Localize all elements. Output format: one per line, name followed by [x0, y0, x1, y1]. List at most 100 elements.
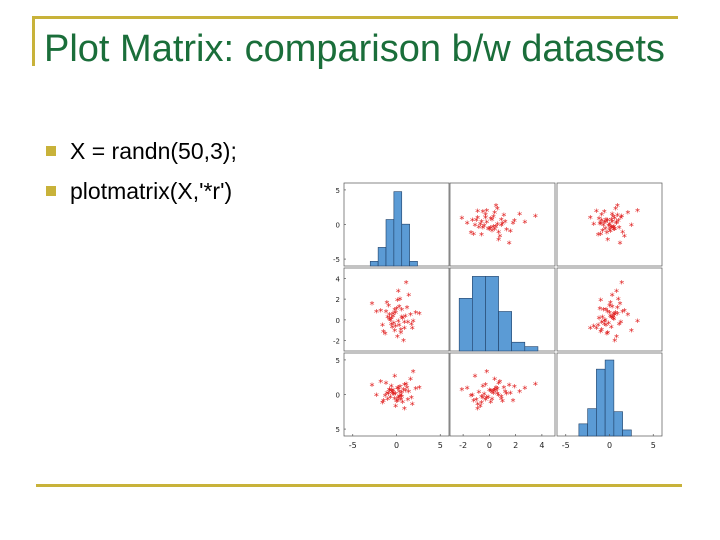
- y-tick-label: 0: [336, 222, 340, 230]
- scatter-point: *: [598, 328, 603, 339]
- histogram-bar: [524, 346, 539, 352]
- scatter-point: *: [604, 330, 609, 341]
- scatter-point: *: [629, 327, 634, 338]
- scatter-point: *: [389, 314, 394, 325]
- scatter-point: *: [404, 279, 409, 290]
- scatter-point: *: [598, 219, 603, 230]
- scatter-point: *: [611, 226, 616, 237]
- scatter-point: *: [405, 384, 410, 395]
- scatter-point: *: [396, 394, 401, 405]
- scatter-point: *: [493, 384, 498, 395]
- scatter-point: *: [402, 405, 407, 416]
- scatter-point: *: [507, 382, 512, 393]
- top-rule: [32, 16, 678, 19]
- scatter-point: *: [381, 328, 386, 339]
- scatter-point: *: [399, 313, 404, 324]
- scatter-point: *: [601, 306, 606, 317]
- scatter-point: *: [533, 212, 538, 223]
- scatter-point: *: [501, 384, 506, 395]
- scatter-point: *: [470, 217, 475, 228]
- scatter-point: *: [459, 386, 464, 397]
- scatter-point: *: [409, 394, 414, 405]
- scatter-point: *: [618, 300, 623, 311]
- scatter-point: *: [619, 279, 624, 290]
- scatter-point: *: [604, 218, 609, 229]
- scatter-point: *: [475, 208, 480, 219]
- scatter-point: *: [484, 368, 489, 379]
- y-tick-label: 4: [336, 275, 341, 283]
- scatter-point: *: [602, 208, 607, 219]
- scatter-point: *: [400, 314, 405, 325]
- scatter-point: *: [609, 313, 614, 324]
- scatter-point: *: [499, 216, 504, 227]
- scatter-point: *: [504, 390, 509, 401]
- scatter-point: *: [588, 214, 593, 225]
- scatter-point: *: [616, 217, 621, 228]
- scatter-point: *: [413, 385, 418, 396]
- scatter-point: *: [611, 310, 616, 321]
- y-tick-label: 5: [336, 187, 340, 195]
- scatter-point: *: [479, 393, 484, 404]
- scatter-point: *: [478, 221, 483, 232]
- scatter-point: *: [635, 317, 640, 328]
- scatter-point: *: [491, 387, 496, 398]
- scatter-point: *: [606, 320, 611, 331]
- x-tick-label: 0: [394, 441, 399, 450]
- scatter-point: *: [615, 304, 620, 315]
- scatter-point: *: [610, 292, 615, 303]
- scatter-point: *: [472, 221, 477, 232]
- scatter-point: *: [411, 368, 416, 379]
- scatter-point: *: [484, 207, 489, 218]
- scatter-point: *: [612, 337, 617, 348]
- scatter-point: *: [388, 393, 393, 404]
- scatter-point: *: [405, 304, 410, 315]
- scatter-point: *: [384, 308, 389, 319]
- scatter-point: *: [602, 317, 607, 328]
- scatter-point: *: [618, 318, 623, 329]
- scatter-point: *: [622, 307, 627, 318]
- scatter-point: *: [390, 389, 395, 400]
- scatter-point: *: [396, 384, 401, 395]
- scatter-point: *: [406, 388, 411, 399]
- scatter-point: *: [625, 311, 630, 322]
- scatter-point: *: [511, 219, 516, 230]
- scatter-point: *: [608, 312, 613, 323]
- scatter-point: *: [402, 325, 407, 336]
- scatter-point: *: [495, 221, 500, 232]
- y-tick-label: 5: [336, 426, 340, 434]
- scatter-point: *: [605, 217, 610, 228]
- scatter-point: *: [469, 229, 474, 240]
- scatter-point: *: [381, 397, 386, 408]
- histogram-bar: [377, 247, 387, 267]
- scatter-point: *: [393, 323, 398, 334]
- scatter-point: *: [483, 396, 488, 407]
- scatter-point: *: [378, 307, 383, 318]
- scatter-point: *: [387, 311, 392, 322]
- scatter-point: *: [496, 391, 501, 402]
- scatter-point: *: [387, 387, 392, 398]
- scatter-point: *: [391, 320, 396, 331]
- scatter-point: *: [490, 396, 495, 407]
- scatter-point: *: [607, 221, 612, 232]
- histogram-bar: [409, 261, 418, 267]
- x-tick-label: 2: [513, 441, 518, 450]
- scatter-point: *: [491, 213, 496, 224]
- scatter-point: *: [370, 382, 375, 393]
- scatter-point: *: [402, 381, 407, 392]
- scatter-point: *: [533, 380, 538, 391]
- scatter-point: *: [615, 202, 620, 213]
- histogram-bar: [604, 359, 615, 437]
- scatter-point: *: [618, 214, 623, 225]
- scatter-point: *: [503, 388, 508, 399]
- scatter-point: *: [611, 314, 616, 325]
- scatter-point: *: [395, 397, 400, 408]
- scatter-point: *: [488, 387, 493, 398]
- x-tick-label: -5: [562, 441, 570, 450]
- scatter-point: *: [600, 227, 605, 238]
- scatter-point: *: [471, 397, 476, 408]
- scatter-point: *: [602, 219, 607, 230]
- scatter-point: *: [604, 306, 609, 317]
- scatter-point: *: [614, 219, 619, 230]
- histogram-bar: [458, 298, 473, 352]
- scatter-point: *: [496, 380, 501, 391]
